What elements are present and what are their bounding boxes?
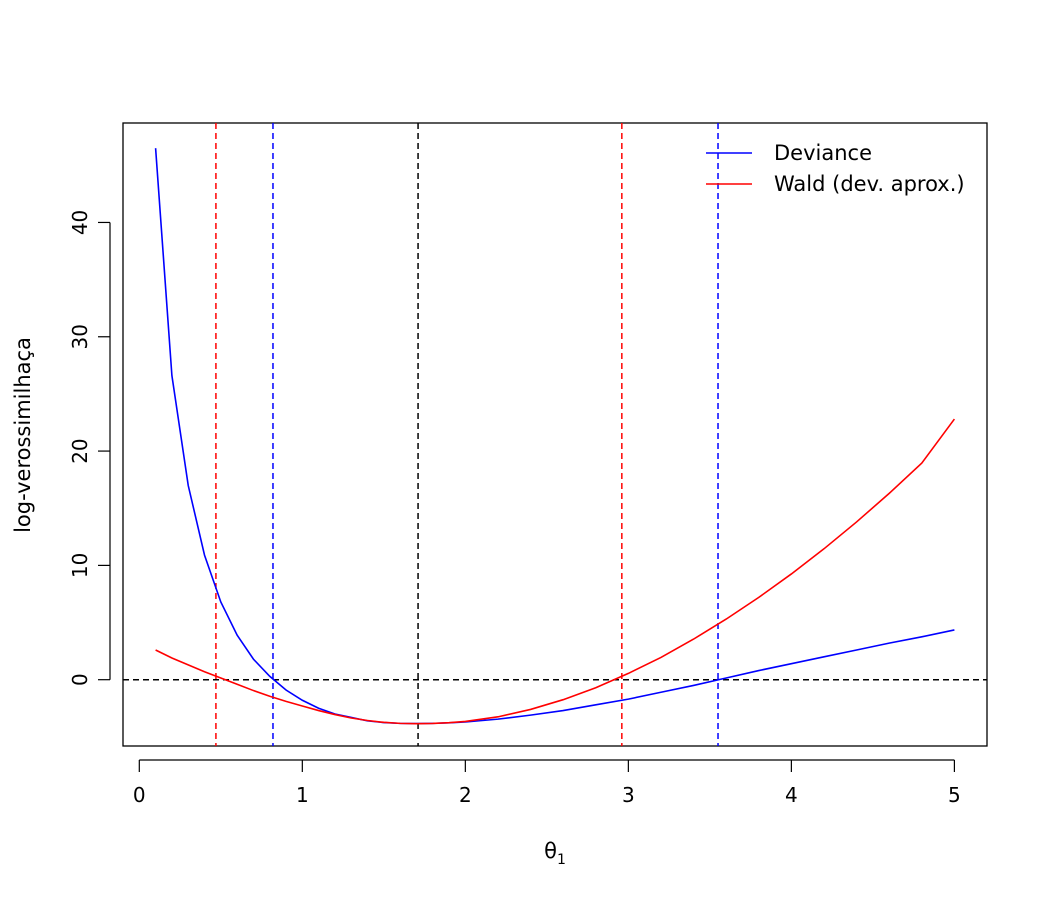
series-line-deviance xyxy=(154,148,955,725)
plot-frame xyxy=(122,122,988,747)
y-tick-label-30: 30 xyxy=(68,324,92,349)
y-axis: 0 10 20 30 40 xyxy=(68,210,111,686)
x-tick-label-0: 0 xyxy=(133,783,146,807)
x-axis-label-main: θ xyxy=(544,839,557,863)
reference-lines xyxy=(123,123,987,746)
y-tick-label-0: 0 xyxy=(68,673,92,686)
x-axis-label-subscript: 1 xyxy=(557,852,566,868)
legend-label-deviance: Deviance xyxy=(774,141,872,165)
x-tick-label-1: 1 xyxy=(296,783,309,807)
x-tick-label-4: 4 xyxy=(785,783,798,807)
y-tick-label-40: 40 xyxy=(68,210,92,235)
legend: Deviance Wald (dev. aprox.) xyxy=(706,141,965,196)
series-line-wald-dev-aprox xyxy=(155,418,956,725)
series-layer xyxy=(154,148,956,725)
y-axis-label: log-verossimilhaça xyxy=(11,337,35,533)
x-tick-label-2: 2 xyxy=(459,783,472,807)
x-tick-label-3: 3 xyxy=(622,783,635,807)
y-tick-label-10: 10 xyxy=(68,553,92,578)
x-axis: 0 1 2 3 4 5 xyxy=(133,759,961,807)
x-tick-label-5: 5 xyxy=(948,783,961,807)
legend-label-wald: Wald (dev. aprox.) xyxy=(774,172,965,196)
x-axis-label: θ1 xyxy=(544,839,566,868)
y-tick-label-20: 20 xyxy=(68,438,92,463)
